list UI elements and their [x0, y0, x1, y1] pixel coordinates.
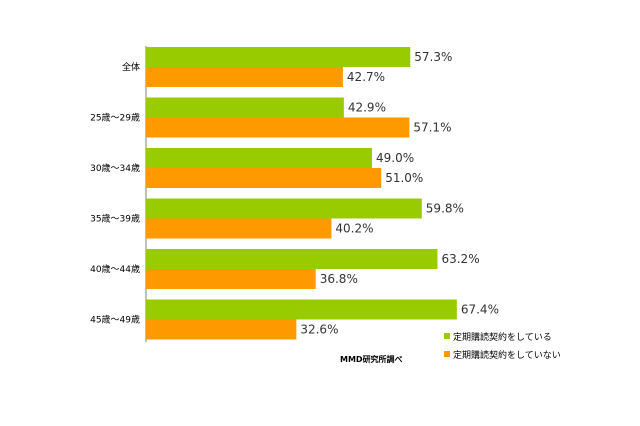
data-label: 42.9%: [348, 101, 386, 115]
data-label: 59.8%: [426, 202, 464, 216]
category-label: 25歳～29歳: [90, 112, 140, 124]
data-label: 36.8%: [320, 272, 358, 286]
bar-subscribed: [146, 47, 411, 67]
category-label: 35歳～39歳: [90, 213, 140, 225]
bar-subscribed: [146, 97, 344, 118]
bar-not-subscribed: [146, 269, 316, 289]
bar-not-subscribed: [146, 67, 343, 87]
source-note: MMD研究所調べ: [340, 354, 403, 364]
data-label: 57.3%: [414, 50, 452, 64]
data-label: 32.6%: [300, 323, 338, 337]
bar-subscribed: [146, 249, 438, 269]
legend-swatch: [444, 351, 450, 357]
legend-swatch: [444, 333, 450, 339]
data-label: 42.7%: [347, 70, 385, 84]
category-label: 40歳～44歳: [90, 263, 140, 275]
bar-not-subscribed: [146, 218, 332, 239]
bar-subscribed: [146, 299, 457, 320]
category-label: 45歳～49歳: [90, 314, 140, 326]
bar-not-subscribed: [146, 319, 297, 340]
plot-area: 57.3% 42.7% 42.9% 57.1% 49.0% 51.0% 59.8% 40.2%…: [145, 46, 499, 342]
bar-subscribed: [146, 198, 422, 219]
data-label: 40.2%: [335, 222, 373, 236]
data-label: 63.2%: [441, 252, 479, 266]
category-labels: 全体 25歳～29歳 30歳～34歳 35歳～39歳 40歳～44歳 45歳～49歳: [90, 61, 140, 326]
legend-label: 定期購読契約をしている: [453, 331, 552, 343]
bar-subscribed: [146, 148, 372, 168]
bar-not-subscribed: [146, 117, 410, 138]
legend-label: 定期購読契約をしていない: [453, 349, 561, 361]
data-label: 49.0%: [376, 151, 414, 165]
category-label: 全体: [122, 61, 140, 73]
data-label: 51.0%: [385, 171, 423, 185]
bar-not-subscribed: [146, 168, 382, 188]
data-label: 57.1%: [413, 121, 451, 135]
category-label: 30歳～34歳: [90, 162, 140, 174]
data-label: 67.4%: [461, 303, 499, 317]
